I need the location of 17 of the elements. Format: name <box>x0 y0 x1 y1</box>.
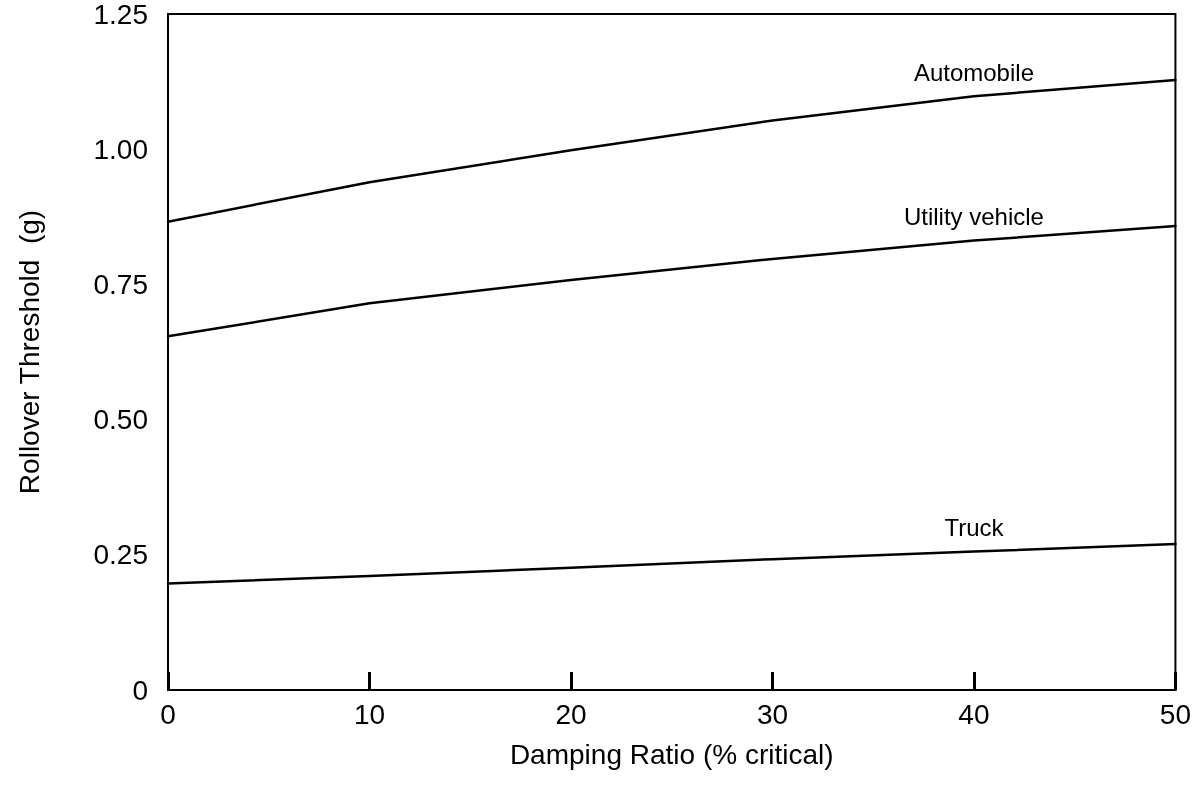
x-tick-label: 30 <box>756 698 789 730</box>
series-label: Utility vehicle <box>903 203 1044 231</box>
x-tick-label: 20 <box>555 698 587 730</box>
x-axis-title: Damping Ratio (% critical) <box>509 738 834 770</box>
x-tick-label: 0 <box>160 698 176 730</box>
y-tick-label: 0.75 <box>93 268 148 300</box>
y-tick-label: 1.25 <box>93 0 148 30</box>
x-tick-label: 40 <box>958 698 990 730</box>
y-tick-label: 0.50 <box>93 404 148 436</box>
x-tick-label: 10 <box>353 698 386 730</box>
y-tick-label: 0 <box>132 674 148 706</box>
series-label: Truck <box>944 514 1005 542</box>
y-tick-label: 1.00 <box>93 133 148 165</box>
y-tick-label: 0.25 <box>93 539 148 571</box>
y-axis-title: Rollover Threshold (g) <box>13 209 45 495</box>
series-label: Automobile <box>913 58 1034 86</box>
x-tick-label: 50 <box>1159 698 1192 730</box>
